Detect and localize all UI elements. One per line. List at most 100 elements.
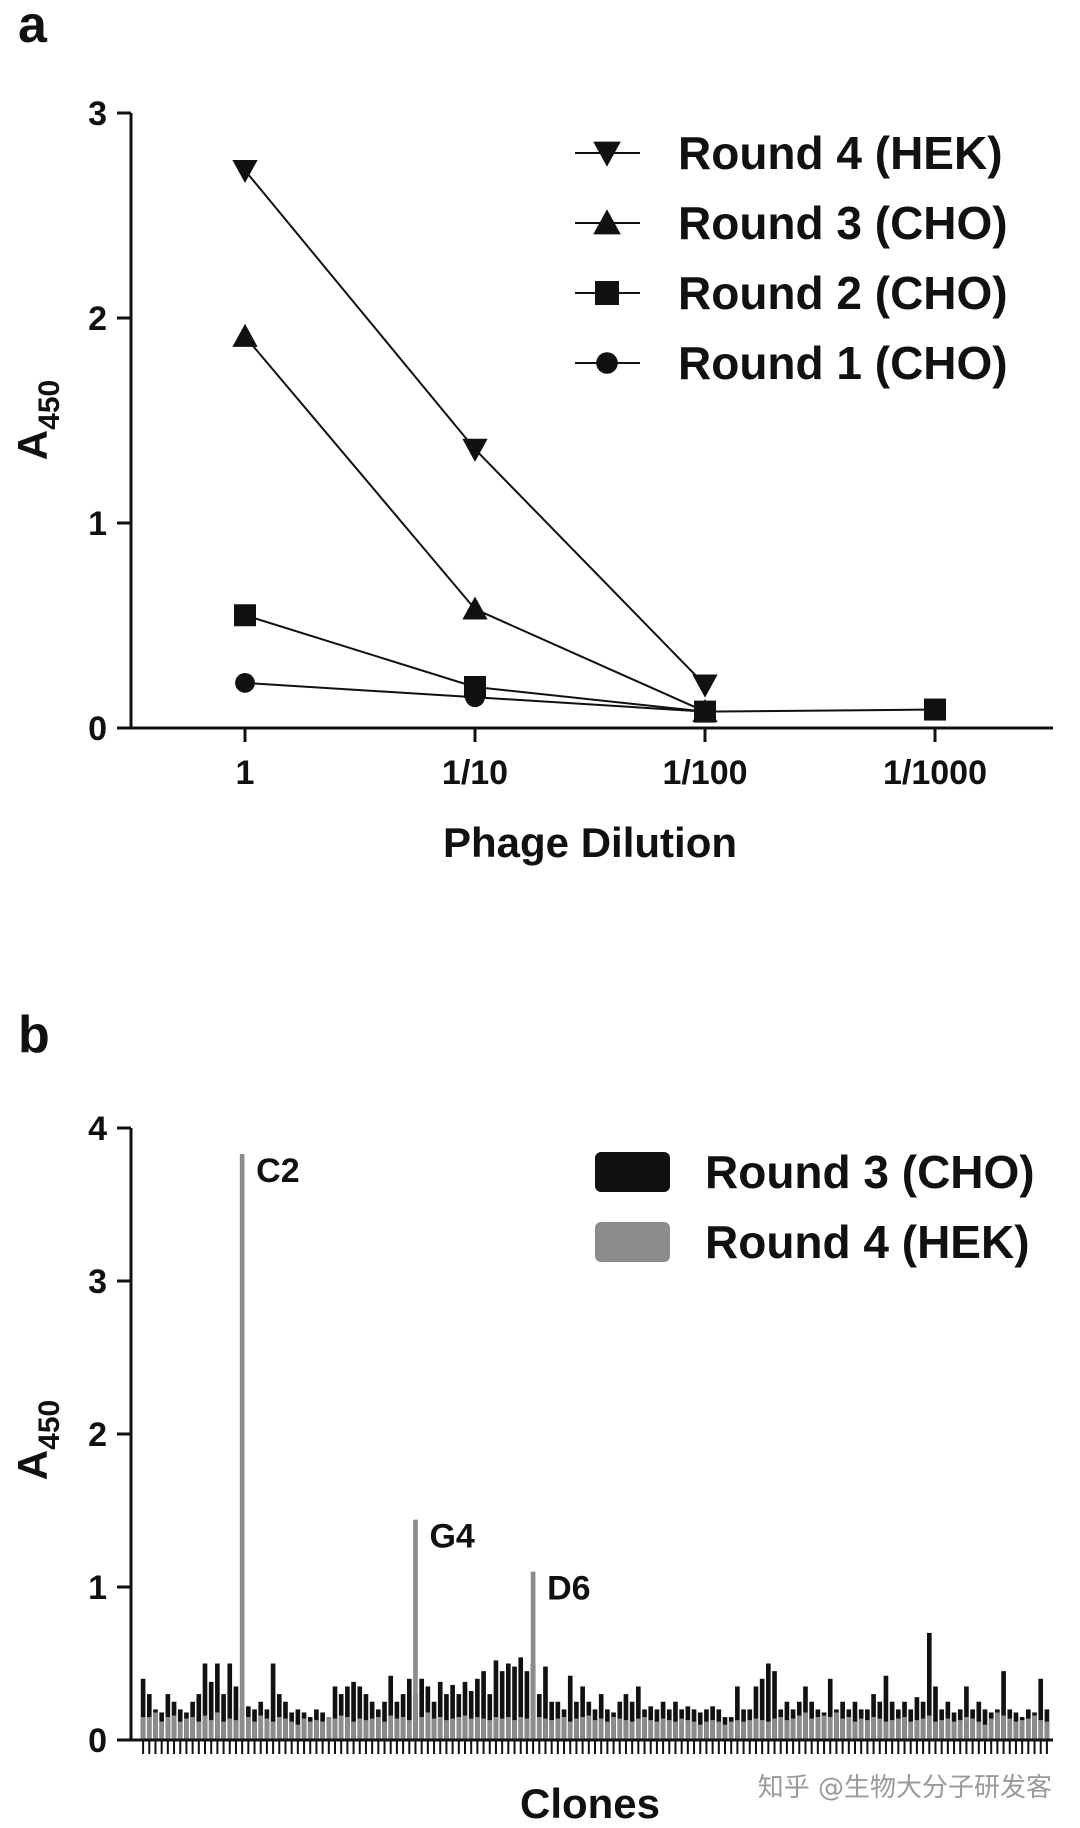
bar: [196, 1694, 202, 1740]
bar: [518, 1657, 524, 1740]
x-ticks: [142, 1740, 1048, 1754]
bar: [506, 1717, 511, 1740]
bar: [660, 1718, 666, 1740]
bar: [388, 1675, 394, 1740]
bar: [970, 1718, 975, 1740]
bar: [258, 1715, 264, 1740]
bar: [382, 1701, 387, 1740]
legend-item: Round 4 (HEK): [595, 1216, 1030, 1268]
bar: [481, 1671, 486, 1740]
bar: [419, 1717, 424, 1740]
legend-item: Round 3 (CHO): [575, 197, 1008, 249]
bar: [524, 1671, 530, 1740]
y-tick-label: 2: [88, 1416, 107, 1454]
bar: [567, 1675, 573, 1740]
legend-label: Round 3 (CHO): [705, 1146, 1035, 1198]
bar: [747, 1720, 753, 1740]
bar: [295, 1724, 301, 1740]
bar: [772, 1718, 777, 1740]
bar: [945, 1718, 951, 1740]
bar: [506, 1663, 511, 1740]
svg-text:A450: A450: [9, 380, 66, 460]
bar: [425, 1712, 431, 1740]
legend-label: Round 3 (CHO): [678, 197, 1008, 249]
bar: [468, 1691, 474, 1740]
legend-marker: [595, 281, 619, 305]
bar: [208, 1720, 214, 1740]
bar: [536, 1717, 542, 1740]
bar: [345, 1686, 350, 1740]
bar: [376, 1717, 381, 1740]
bar: [896, 1718, 901, 1740]
bar: [914, 1697, 920, 1740]
bar: [146, 1717, 152, 1740]
data-point: [235, 673, 255, 693]
bar: [444, 1720, 449, 1740]
bar: [332, 1718, 338, 1740]
annotation-label: G4: [429, 1518, 474, 1556]
bar: [493, 1717, 499, 1740]
bar: [208, 1681, 214, 1740]
y-tick-label: 0: [88, 1722, 107, 1760]
bar: [369, 1718, 375, 1740]
bar: [400, 1717, 406, 1740]
legend-item: Round 1 (CHO): [575, 337, 1008, 389]
bar: [753, 1686, 759, 1740]
bar: [190, 1717, 195, 1740]
bar: [1001, 1671, 1006, 1740]
bar: [419, 1678, 424, 1740]
axes: [129, 113, 1053, 730]
legend-label: Round 4 (HEK): [678, 127, 1003, 179]
bar: [345, 1717, 350, 1740]
bar: [233, 1686, 239, 1740]
bar: [518, 1717, 524, 1740]
bar: [815, 1717, 821, 1740]
bar: [437, 1681, 443, 1740]
bar: [301, 1718, 307, 1740]
bar: [1013, 1721, 1019, 1740]
bar: [840, 1718, 845, 1740]
bar: [363, 1694, 369, 1740]
bar: [871, 1717, 876, 1740]
bar: [171, 1715, 177, 1740]
bar: [623, 1720, 629, 1740]
panel-b-letter: b: [18, 1006, 50, 1064]
bar: [710, 1720, 715, 1740]
series-line: [244, 335, 706, 713]
bar: [827, 1717, 833, 1740]
bar: [140, 1717, 146, 1740]
y-tick-label: 1: [88, 505, 107, 543]
annotations: C2 G4 D6: [256, 1152, 590, 1608]
bar: [202, 1663, 208, 1740]
bar: [196, 1721, 202, 1740]
x-ticks: 1 1/10 1/100 1/1000: [236, 728, 987, 792]
bar: [883, 1721, 889, 1740]
bar: [592, 1720, 598, 1740]
bar: [883, 1675, 889, 1740]
y-axis-title-sub: 450: [33, 380, 66, 430]
data-point: [695, 701, 715, 722]
bar: [741, 1721, 746, 1740]
bar: [586, 1715, 592, 1740]
bar: [691, 1721, 697, 1740]
bar: [332, 1686, 338, 1740]
y-axis-title: A450: [9, 1400, 66, 1480]
bar: [159, 1721, 164, 1740]
bar: [1044, 1721, 1050, 1740]
x-tick-label: 1/1000: [883, 754, 987, 792]
bar: [902, 1717, 907, 1740]
bar: [759, 1720, 765, 1740]
bar: [543, 1666, 548, 1740]
y-axis-title: A450: [9, 380, 66, 460]
y-tick-label: 2: [88, 300, 107, 338]
bar: [468, 1718, 474, 1740]
bar: [462, 1715, 468, 1740]
bar: [926, 1632, 932, 1740]
bar: [165, 1717, 171, 1740]
bar: [951, 1721, 957, 1740]
bar: [623, 1694, 629, 1740]
bar: [629, 1721, 635, 1740]
bar: [617, 1718, 623, 1740]
legend-marker: [596, 352, 618, 374]
bar: [530, 1571, 536, 1740]
